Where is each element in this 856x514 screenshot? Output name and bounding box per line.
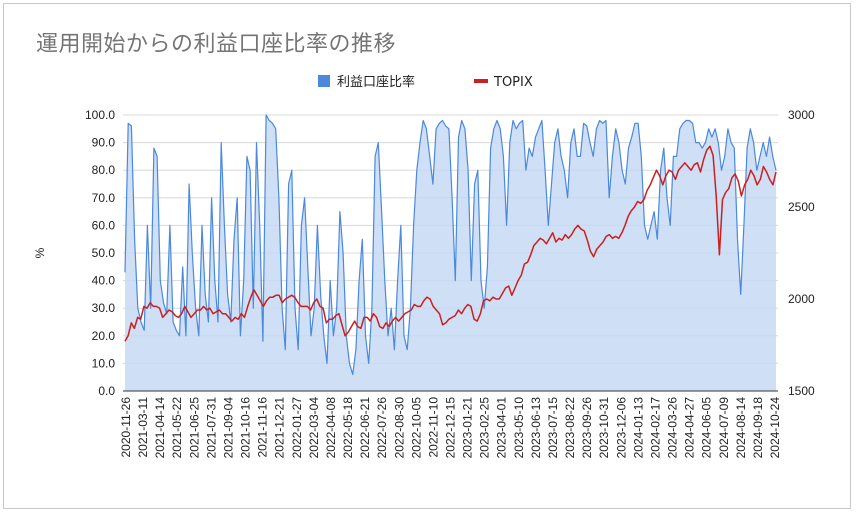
legend-swatch-ratio: [318, 75, 330, 87]
y-tick-label: 40.0: [92, 274, 116, 288]
x-tick-label: 2022-11-10: [426, 397, 440, 458]
y-tick-label: 20.0: [92, 329, 116, 343]
y2-tick-label: 2000: [788, 292, 815, 306]
x-tick-label: 2022-03-04: [307, 397, 321, 459]
x-tick-label: 2022-06-21: [358, 397, 372, 459]
x-tick-label: 2021-11-16: [256, 397, 270, 458]
x-tick-label: 2024-01-13: [631, 397, 645, 459]
legend: 利益口座比率 TOPIX: [318, 74, 533, 90]
y-tick-label: 30.0: [92, 301, 116, 315]
axes: 0.0 10.0 20.0 30.0 40.0 50.0 60.0 70.0 80.0 90.0 1…: [33, 108, 815, 458]
x-tick-label: 2023-08-22: [563, 397, 577, 459]
x-tick-label: 2022-08-30: [392, 397, 406, 459]
x-tick-label: 2022-04-08: [324, 397, 338, 459]
x-tick-label: 2024-03-26: [666, 397, 680, 459]
chart-title: 運用開始からの利益口座比率の推移: [36, 32, 397, 57]
x-tick-label: 2023-02-25: [478, 397, 492, 459]
x-tick-label: 2021-09-04: [221, 397, 235, 459]
y2-tick-label: 1500: [788, 384, 815, 398]
legend-swatch-topix: [474, 79, 488, 83]
ratio-series-line: [124, 114, 777, 375]
topix-series-line: [124, 145, 777, 342]
legend-label-topix: TOPIX: [493, 75, 533, 90]
legend-label-ratio: 利益口座比率: [337, 74, 415, 90]
x-tick-label: 2023-07-15: [546, 397, 560, 459]
x-tick-label: 2021-12-21: [273, 397, 287, 459]
x-tick-label: 2024-09-18: [751, 397, 765, 459]
x-tick-label: 2021-10-16: [239, 397, 253, 459]
x-tick-label: 2024-02-17: [648, 397, 662, 459]
x-tick-label: 2023-04-01: [495, 397, 509, 459]
x-tick-label: 2023-01-21: [461, 397, 475, 459]
x-tick-label: 2024-08-14: [734, 397, 748, 459]
x-tick-label: 2020-11-26: [119, 397, 133, 458]
x-tick-label: 2023-06-13: [529, 397, 543, 459]
x-tick-label: 2022-07-26: [375, 397, 389, 459]
y-tick-label: 10.0: [92, 356, 116, 370]
x-tick-label: 2023-12-06: [614, 397, 628, 459]
y-tick-label: 100.0: [85, 108, 115, 122]
y-tick-label: 70.0: [92, 191, 116, 205]
x-tick-label: 2022-10-05: [409, 397, 423, 459]
y-axis-label: %: [33, 247, 47, 258]
ratio-area-layer: [124, 114, 777, 391]
x-tick-label: 2021-04-14: [153, 397, 167, 459]
x-tick-label: 2024-10-24: [768, 397, 782, 459]
x-tick-label: 2022-12-15: [444, 397, 458, 459]
x-tick-label: 2021-07-31: [204, 397, 218, 459]
x-tick-label: 2023-09-26: [580, 397, 594, 459]
x-tick-label: 2024-04-27: [683, 397, 697, 459]
x-tick-label: 2022-01-27: [290, 397, 304, 459]
y2-tick-label: 3000: [788, 108, 815, 122]
x-tick-label: 2021-06-25: [187, 397, 201, 459]
topix-line-layer: [124, 145, 777, 342]
x-tick-label: 2024-06-05: [700, 397, 714, 459]
y-tick-label: 90.0: [92, 136, 116, 150]
x-tick-label: 2022-05-18: [341, 397, 355, 459]
y-tick-label: 50.0: [92, 246, 116, 260]
x-tick-label: 2023-05-10: [512, 397, 526, 459]
y-tick-label: 80.0: [92, 163, 116, 177]
ratio-area-fill: [125, 115, 776, 391]
y2-tick-label: 2500: [788, 200, 815, 214]
x-tick-label: 2024-07-09: [717, 397, 731, 459]
x-tick-label: 2021-05-22: [170, 397, 184, 459]
y-tick-label: 0.0: [98, 384, 115, 398]
y-tick-label: 60.0: [92, 218, 116, 232]
x-tick-label: 2023-10-31: [597, 397, 611, 459]
x-tick-label: 2021-03-11: [136, 397, 150, 458]
